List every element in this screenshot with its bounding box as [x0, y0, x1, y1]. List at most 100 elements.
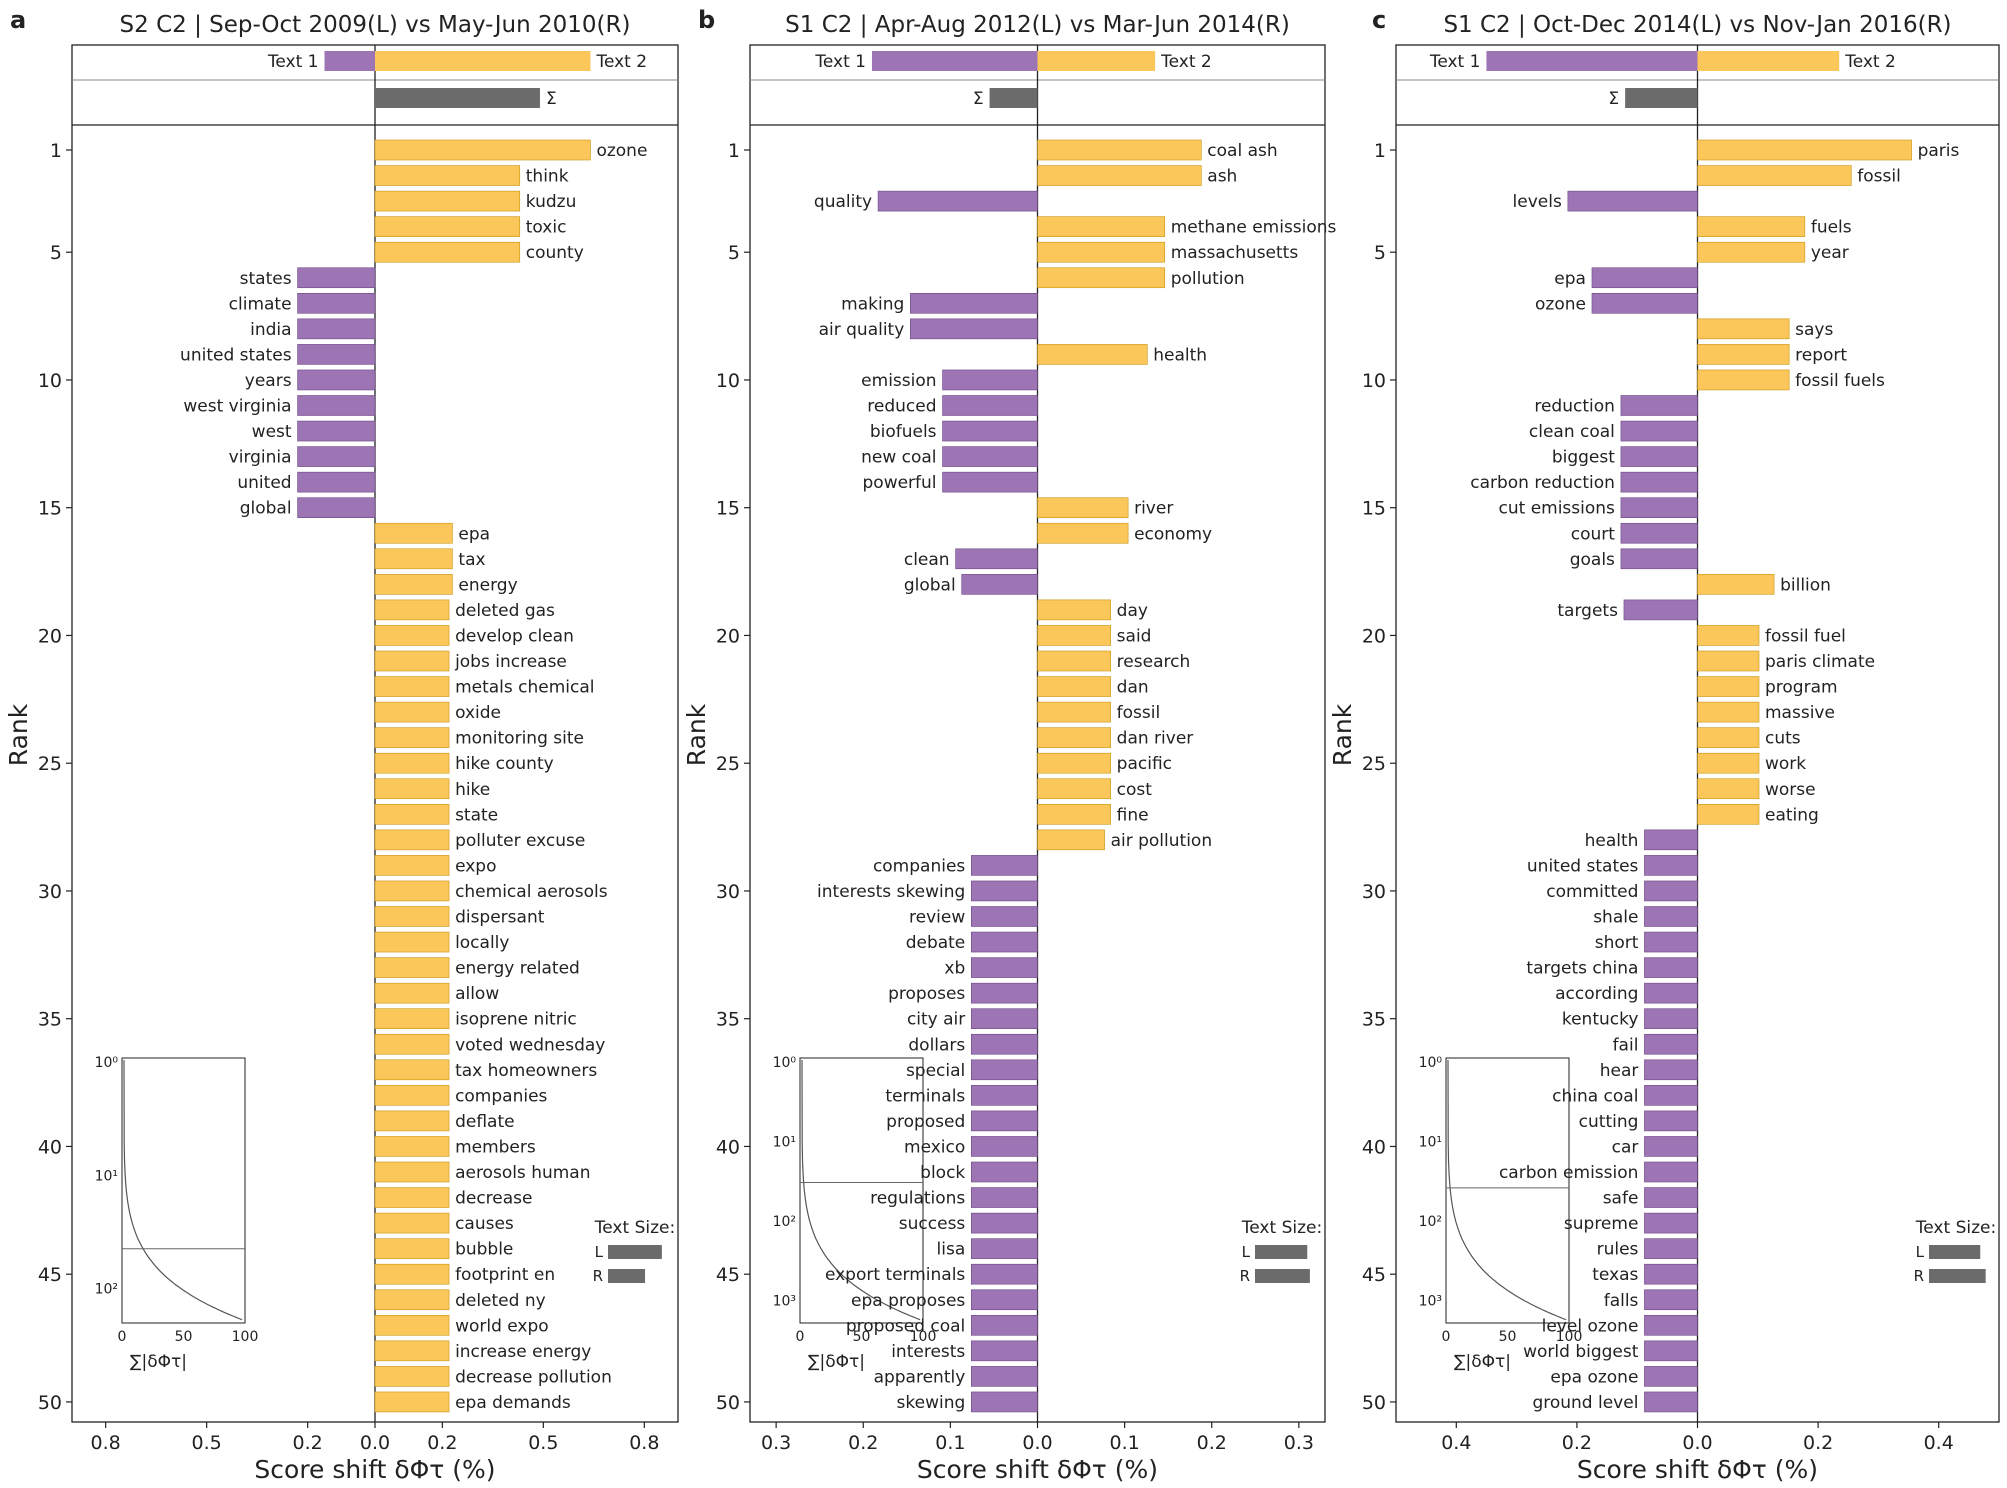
word-label: export terminals	[825, 1265, 965, 1285]
word-label: cut emissions	[1499, 499, 1616, 519]
word-label: carbon emission	[1499, 1163, 1638, 1183]
word-label: dispersant	[455, 908, 545, 928]
word-label: epa ozone	[1550, 1367, 1638, 1387]
inset-xtick: 50	[1499, 1329, 1517, 1345]
word-label: fossil	[1857, 167, 1901, 187]
word-label: coal ash	[1207, 141, 1277, 161]
word-bar-goals	[1620, 548, 1698, 570]
summary-bar-sum	[1625, 88, 1698, 108]
word-bar-dollars	[970, 1033, 1038, 1055]
panel-c: c S1 C2 | Oct-Dec 2014(L) vs Nov-Jan 2016…	[1328, 6, 2000, 1484]
xtick-label: 0.8	[629, 1432, 659, 1454]
inset-xtick: 50	[853, 1329, 871, 1345]
summary-bar-text2	[1037, 51, 1156, 71]
inset-cumulative: 0 50 100 10⁰ 10¹ 10² 10³ ∑|δΦτ|	[1419, 1055, 1583, 1372]
word-bar-world-expo	[374, 1315, 450, 1336]
word-label: epa demands	[455, 1393, 571, 1413]
word-bar-mexico	[970, 1136, 1038, 1157]
xtick-label: 0.5	[192, 1432, 222, 1454]
word-label: worse	[1765, 780, 1816, 800]
inset-xtick: 100	[1556, 1329, 1583, 1345]
word-bar-said	[1037, 625, 1111, 646]
chart-title: S1 C2 | Apr-Aug 2012(L) vs Mar-Jun 2014(…	[785, 12, 1290, 38]
xtick-label: 0.2	[1562, 1432, 1592, 1454]
word-label: deflate	[455, 1112, 514, 1132]
word-label: fossil fuel	[1765, 626, 1846, 646]
word-label: ozone	[596, 141, 647, 161]
word-bar-companies	[374, 1085, 450, 1106]
panel-b: b S1 C2 | Apr-Aug 2012(L) vs Mar-Jun 2014…	[682, 6, 1337, 1484]
inset-ytick: 10¹	[773, 1135, 796, 1151]
word-bar-quality	[877, 190, 1038, 212]
word-label: county	[526, 243, 584, 263]
inset-ytick: 10²	[773, 1214, 796, 1230]
text-size-l-label: L	[1916, 1243, 1925, 1261]
word-bar-says	[1697, 318, 1790, 340]
word-label: rules	[1597, 1240, 1639, 1260]
word-bar-carbon-emission	[1644, 1161, 1698, 1183]
word-bar-companies	[970, 855, 1038, 876]
word-label: dan river	[1117, 729, 1194, 749]
inset-frame	[1445, 1057, 1570, 1324]
word-bar-voted-wednesday	[374, 1033, 450, 1055]
word-bar-deleted-gas	[374, 599, 450, 621]
inset-ytick: 10²	[95, 1282, 118, 1298]
word-label: hike county	[455, 754, 554, 774]
word-bar-cut-emissions	[1620, 497, 1698, 519]
word-bar-according	[1644, 982, 1698, 1004]
y-axis-label: Rank	[1328, 703, 1357, 766]
word-label: work	[1765, 754, 1806, 774]
word-label: court	[1571, 524, 1616, 544]
ytick-label: 5	[728, 242, 740, 264]
word-label: said	[1117, 626, 1152, 646]
word-label: proposed coal	[846, 1316, 965, 1336]
word-bar-fail	[1644, 1033, 1698, 1055]
inset-frame	[121, 1057, 246, 1324]
text-size-l-label: L	[1242, 1243, 1251, 1261]
text-size-l-bar	[1255, 1245, 1308, 1259]
inset-xlabel: ∑|δΦτ|	[130, 1352, 187, 1372]
word-bar-coal-ash	[1037, 139, 1202, 161]
word-bar-epa-proposes	[970, 1289, 1038, 1311]
word-bar-methane-emissions	[1037, 216, 1165, 237]
word-bar-targets	[1623, 599, 1698, 621]
word-bar-aerosols-human	[374, 1161, 450, 1183]
ytick-label: 10	[716, 370, 740, 392]
word-bar-proposed	[970, 1110, 1038, 1132]
word-label: isoprene nitric	[455, 1010, 577, 1030]
summary-bar-text2	[1697, 51, 1840, 71]
word-label: virginia	[229, 448, 292, 468]
word-bar-day	[1037, 599, 1111, 621]
word-label: eating	[1765, 805, 1819, 825]
word-label: air pollution	[1111, 831, 1213, 851]
word-bar-think	[374, 165, 521, 186]
text-size-r-bar	[1255, 1269, 1310, 1283]
word-label: polluter excuse	[455, 831, 585, 851]
word-label: epa	[458, 524, 490, 544]
word-bar-xb	[970, 957, 1038, 978]
summary-bar-sum	[375, 88, 540, 108]
word-bar-success	[970, 1212, 1038, 1234]
ytick-label: 5	[1374, 242, 1386, 264]
word-bar-epa	[1591, 267, 1698, 289]
summary-label-text2: Text 2	[1844, 52, 1896, 72]
word-bar-climate	[297, 292, 376, 314]
xtick-label: 0.4	[1441, 1432, 1471, 1454]
word-label: climate	[229, 294, 292, 314]
word-bar-reduction	[1620, 395, 1698, 416]
word-label: debate	[906, 933, 966, 953]
inset-ytick: 10⁰	[95, 1055, 119, 1071]
word-bar-supreme	[1644, 1212, 1698, 1234]
word-label: proposed	[886, 1112, 965, 1132]
word-bar-air-quality	[910, 318, 1038, 340]
word-bar-china-coal	[1644, 1085, 1698, 1106]
word-bar-dan	[1037, 676, 1111, 697]
xtick-label: 0.8	[91, 1432, 121, 1454]
word-label: kentucky	[1562, 1010, 1639, 1030]
word-label: years	[245, 371, 292, 391]
word-label: levels	[1513, 192, 1562, 212]
summary-bar-text1	[1486, 51, 1698, 71]
y-axis-label: Rank	[4, 703, 33, 766]
ytick-label: 10	[38, 370, 62, 392]
